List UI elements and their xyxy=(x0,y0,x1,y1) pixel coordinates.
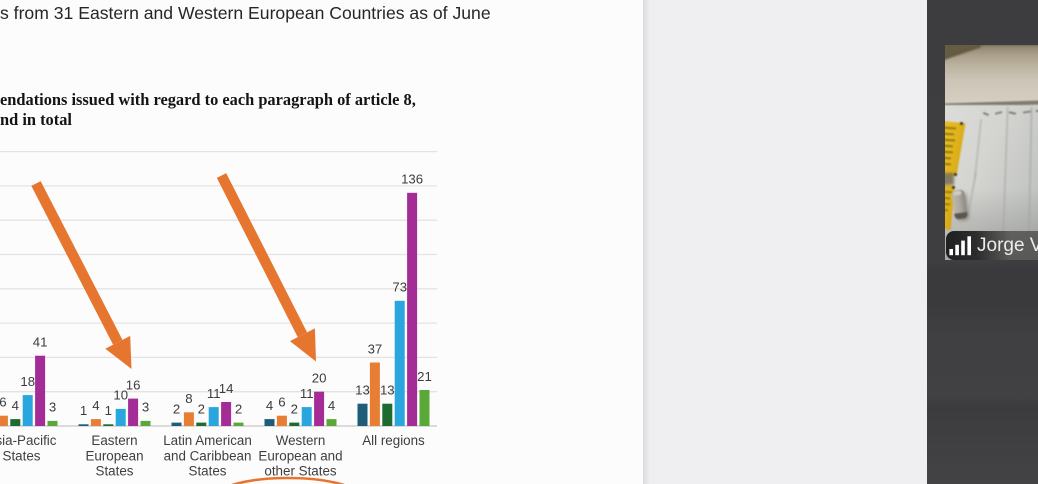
svg-text:2: 2 xyxy=(198,401,205,416)
svg-text:and Caribbean: and Caribbean xyxy=(164,448,252,463)
svg-text:European: European xyxy=(85,448,143,463)
svg-text:11: 11 xyxy=(300,386,314,401)
svg-text:2: 2 xyxy=(235,401,242,416)
svg-text:3: 3 xyxy=(142,400,149,415)
svg-text:Asia-Pacific: Asia-Pacific xyxy=(0,433,57,448)
svg-text:4: 4 xyxy=(92,398,99,413)
svg-text:States: States xyxy=(189,464,227,479)
svg-text:18: 18 xyxy=(20,374,35,389)
svg-text:1: 1 xyxy=(80,403,87,418)
svg-text:Western: Western xyxy=(276,433,326,448)
svg-text:1: 1 xyxy=(105,403,112,418)
svg-text:6: 6 xyxy=(278,395,285,410)
svg-text:37: 37 xyxy=(368,341,383,356)
svg-text:3: 3 xyxy=(49,400,56,415)
svg-text:13: 13 xyxy=(380,383,395,398)
svg-text:13: 13 xyxy=(355,383,370,398)
svg-text:10: 10 xyxy=(113,388,128,403)
svg-text:2: 2 xyxy=(291,401,298,416)
svg-text:21: 21 xyxy=(417,369,432,384)
svg-text:73: 73 xyxy=(392,280,407,295)
svg-text:11: 11 xyxy=(207,386,221,401)
svg-text:States: States xyxy=(96,464,134,479)
svg-text:4: 4 xyxy=(328,398,335,413)
svg-text:Eastern: Eastern xyxy=(91,433,137,448)
svg-text:41: 41 xyxy=(33,335,48,350)
svg-text:other States: other States xyxy=(264,464,337,479)
svg-text:4: 4 xyxy=(12,398,19,413)
svg-text:6: 6 xyxy=(0,395,7,410)
svg-text:States: States xyxy=(3,448,41,463)
svg-text:8: 8 xyxy=(185,391,192,406)
svg-text:20: 20 xyxy=(312,371,327,386)
svg-text:Latin American: Latin American xyxy=(163,433,252,448)
svg-text:4: 4 xyxy=(266,398,273,413)
svg-text:14: 14 xyxy=(219,381,234,396)
svg-text:All regions: All regions xyxy=(362,433,425,448)
svg-text:European and: European and xyxy=(258,448,342,463)
svg-text:136: 136 xyxy=(401,172,423,187)
svg-text:2: 2 xyxy=(173,401,180,416)
svg-text:16: 16 xyxy=(126,377,141,392)
